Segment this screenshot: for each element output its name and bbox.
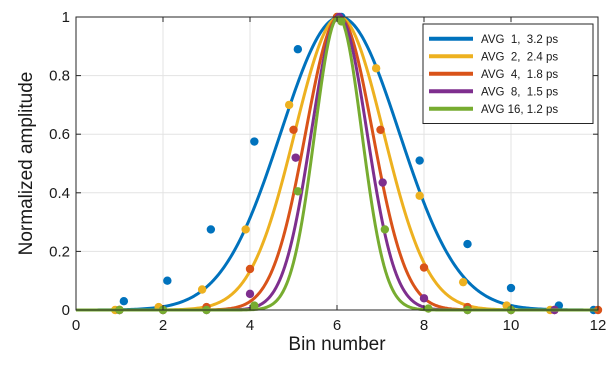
data-point — [337, 17, 346, 26]
data-point — [380, 225, 390, 234]
y-tick-label: 0.4 — [49, 185, 70, 202]
data-point — [419, 294, 429, 303]
data-point — [293, 187, 303, 196]
data-point — [415, 191, 424, 200]
y-axis-label: Normalized amplitude — [16, 72, 37, 256]
legend-label: AVG 4, 1.8 ps — [481, 69, 558, 81]
data-point — [250, 301, 259, 310]
data-point — [241, 225, 250, 234]
legend: AVG 1, 3.2 ps AVG 2, 2.4 ps AVG 4, 1.8 ps A… — [422, 23, 594, 124]
data-point — [284, 100, 294, 110]
data-point — [415, 156, 424, 165]
legend-label: AVG 1, 3.2 ps — [481, 34, 558, 46]
x-tick-label: 12 — [590, 317, 607, 334]
data-point — [206, 225, 216, 234]
x-tick-label: 4 — [246, 317, 254, 334]
legend-item: AVG 1, 3.2 ps — [429, 34, 558, 46]
data-point — [378, 178, 387, 187]
legend-item: AVG 2, 2.4 ps — [429, 51, 558, 63]
data-point — [458, 277, 468, 287]
y-tick-label: 1 — [62, 9, 70, 26]
data-point — [463, 239, 472, 249]
data-point — [250, 137, 259, 146]
y-tick-label: 0.8 — [49, 68, 70, 85]
data-point — [506, 283, 516, 293]
y-tick-label: 0.2 — [49, 243, 70, 260]
data-point — [245, 289, 255, 299]
legend-item: AVG 16, 1.2 ps — [429, 104, 558, 116]
x-tick-label: 10 — [503, 317, 520, 334]
legend-item: AVG 8, 1.5 ps — [429, 86, 558, 98]
data-point — [163, 276, 172, 285]
y-tick-label: 0.6 — [49, 126, 70, 143]
data-point — [245, 264, 255, 274]
data-point — [376, 125, 385, 135]
legend-label: AVG 2, 2.4 ps — [481, 51, 558, 63]
x-tick-label: 0 — [72, 317, 80, 334]
data-point — [371, 64, 381, 73]
data-point — [119, 297, 129, 306]
data-point — [291, 153, 300, 162]
data-point — [197, 285, 207, 294]
x-tick-label: 8 — [420, 317, 428, 334]
data-point — [289, 125, 298, 135]
data-point — [293, 45, 303, 54]
x-tick-label: 2 — [159, 317, 167, 334]
legend-label: AVG 16, 1.2 ps — [481, 104, 558, 116]
data-point — [424, 304, 433, 313]
x-tick-label: 6 — [333, 317, 341, 334]
ticks: 0 2 4 6 8 10 12 0 0.2 0.4 0.6 0.8 1 — [49, 9, 606, 334]
legend-item: AVG 4, 1.8 ps — [429, 69, 558, 81]
x-axis-label: Bin number — [288, 334, 386, 355]
legend-label: AVG 8, 1.5 ps — [481, 86, 558, 98]
y-tick-label: 0 — [62, 302, 70, 319]
data-point — [419, 263, 429, 272]
